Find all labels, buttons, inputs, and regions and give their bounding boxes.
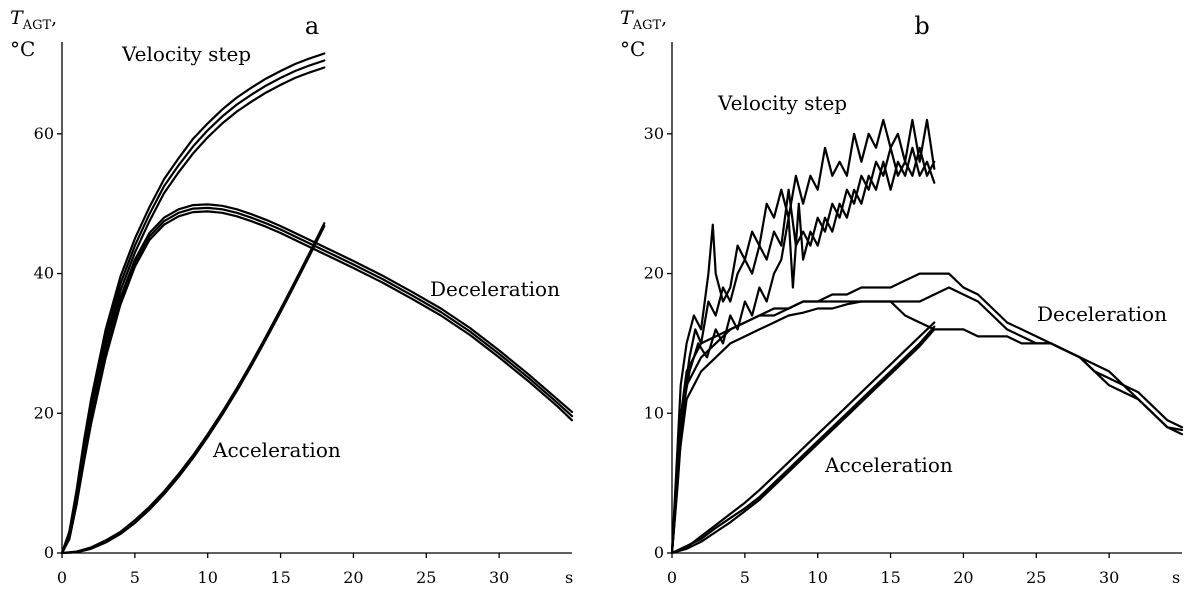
series-line-deceleration-5 — [62, 211, 572, 553]
series-line-velocity-step-2 — [672, 148, 934, 553]
series-line-velocity-step-1 — [62, 61, 324, 554]
x-tick-label: 25 — [416, 568, 436, 587]
panel-label: a — [305, 12, 319, 40]
y-tick-label: 0 — [654, 543, 664, 562]
y-tick-label: 10 — [644, 403, 664, 422]
panel-label: b — [914, 12, 929, 40]
x-tick-label: 10 — [198, 568, 218, 587]
y-tick-label: 30 — [644, 124, 664, 143]
series-line-acceleration-8 — [672, 323, 934, 554]
x-tick-label: 10 — [808, 568, 828, 587]
annotation-acceleration: Acceleration — [212, 438, 341, 462]
x-tick-label: 20 — [343, 568, 363, 587]
x-tick-label: 15 — [880, 568, 900, 587]
y-tick-label: 40 — [34, 264, 54, 283]
y-axis-label-unit: °C — [10, 37, 35, 61]
x-tick-label: 20 — [953, 568, 973, 587]
x-tick-label: 25 — [1026, 568, 1046, 587]
series-line-deceleration-3 — [672, 288, 1182, 554]
series-line-acceleration-6 — [62, 223, 324, 553]
y-tick-label: 20 — [34, 403, 54, 422]
annotation-acceleration: Acceleration — [824, 453, 953, 477]
annotation-velocity-step: Velocity step — [121, 42, 251, 66]
x-tick-label: 30 — [1099, 568, 1119, 587]
x-tick-label: 0 — [57, 568, 67, 587]
annotation-deceleration: Deceleration — [430, 277, 560, 301]
y-axis-label-unit: °C — [620, 37, 645, 61]
annotation-velocity-step: Velocity step — [717, 91, 847, 115]
y-tick-label: 60 — [34, 124, 54, 143]
series-line-acceleration-7 — [62, 226, 324, 553]
series-line-velocity-step-1 — [672, 148, 934, 553]
y-tick-label: 20 — [644, 264, 664, 283]
y-axis-label-symbol: TAGT, — [620, 7, 667, 33]
x-tick-label: 15 — [270, 568, 290, 587]
x-tick-label: 30 — [489, 568, 509, 587]
x-axis-unit: s — [565, 568, 573, 587]
y-axis-label-symbol: TAGT, — [10, 7, 57, 33]
y-tick-label: 0 — [44, 543, 54, 562]
panel-a: TAGT, °C a Velocity step Deceleration Ac… — [10, 7, 573, 587]
x-tick-label: 5 — [130, 568, 140, 587]
series-line-velocity-step-0 — [672, 120, 934, 553]
x-tick-label: 5 — [740, 568, 750, 587]
x-axis-unit: s — [1172, 568, 1180, 587]
x-tick-label: 0 — [667, 568, 677, 587]
annotation-deceleration: Deceleration — [1037, 302, 1167, 326]
panel-b: TAGT, °C b Velocity step Deceleration Ac… — [620, 7, 1182, 587]
